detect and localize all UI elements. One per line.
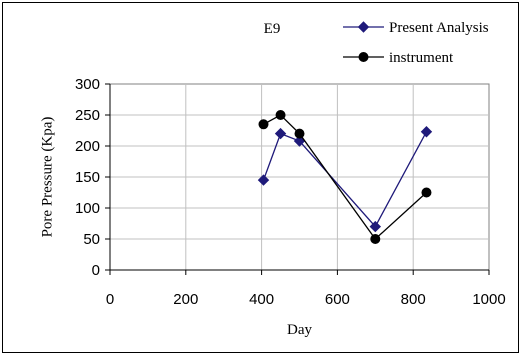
legend-label: Present Analysis — [389, 20, 489, 36]
legend-item-present-analysis: Present Analysis — [343, 20, 489, 36]
x-tick-label: 200 — [173, 291, 198, 308]
data-point-present-analysis — [257, 174, 270, 186]
x-tick-label: 600 — [325, 291, 350, 308]
data-point-present-analysis — [420, 126, 433, 138]
y-tick-label: 100 — [75, 200, 100, 217]
legend-swatch-marker — [357, 21, 370, 33]
y-axis-label: Pore Pressure (Kpa) — [39, 117, 55, 238]
x-axis-label: Day — [287, 322, 312, 338]
y-tick-label: 50 — [83, 231, 100, 248]
data-point-present-analysis — [293, 135, 306, 147]
data-point-instrument — [275, 110, 286, 120]
chart-title: E9 — [264, 21, 281, 37]
y-tick-label: 150 — [75, 169, 100, 186]
y-tick-label: 250 — [75, 107, 100, 124]
y-tick-label: 300 — [75, 76, 100, 93]
legend-label: instrument — [389, 50, 454, 66]
x-tick-label: 0 — [106, 291, 114, 308]
x-tick-label: 400 — [249, 291, 274, 308]
axes: 0 200 400 600 800 1000 0 50 100 150 200 250 300 — [75, 76, 506, 308]
y-tick-label: 200 — [75, 138, 100, 155]
data-point-present-analysis — [274, 127, 287, 140]
series-layer — [257, 110, 433, 244]
x-tick-label: 800 — [401, 291, 426, 308]
legend: Present Analysis instrument — [343, 20, 489, 66]
y-tick-label: 0 — [92, 262, 100, 279]
data-point-instrument — [421, 187, 432, 198]
legend-item-instrument: instrument — [343, 50, 454, 66]
data-point-present-analysis — [369, 220, 382, 233]
data-point-instrument — [370, 234, 381, 244]
data-point-instrument — [258, 119, 269, 130]
x-tick-label: 1000 — [472, 291, 505, 308]
legend-swatch-marker — [358, 52, 369, 62]
data-point-instrument — [294, 128, 305, 139]
